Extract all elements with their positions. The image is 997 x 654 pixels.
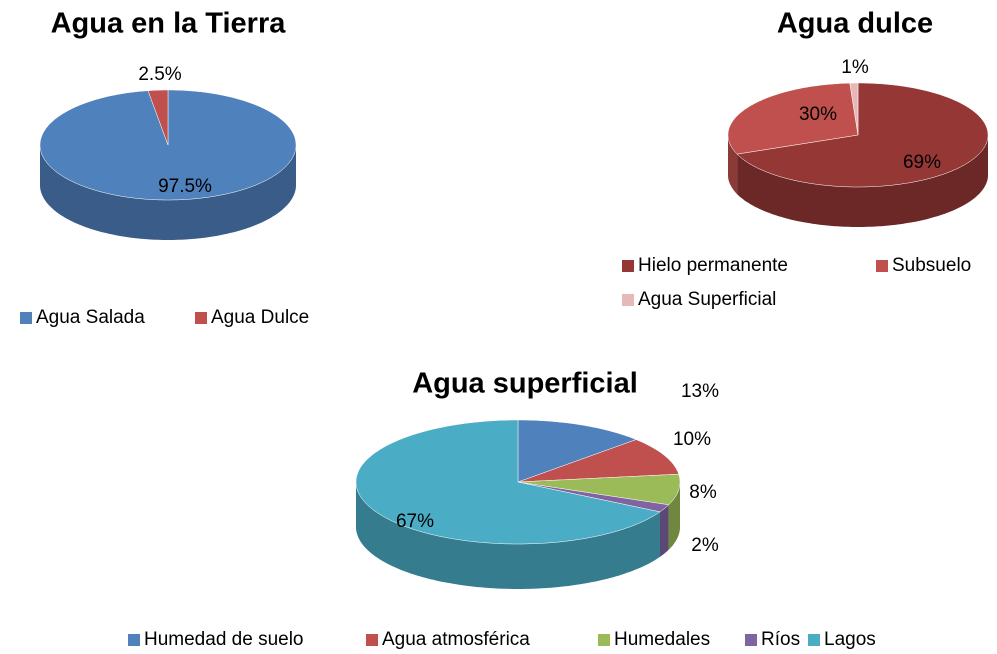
slice [517,481,670,513]
data-label: 30% [799,104,837,125]
legend-swatch [195,312,207,324]
legend-swatch [876,260,888,272]
data-label: 97.5% [158,176,212,197]
slice [147,89,169,146]
legend-swatch [622,294,634,306]
data-label: 2% [691,535,719,556]
slice [727,82,859,155]
chart-title: Agua en la Tierra [51,8,287,40]
slice-side [40,145,296,240]
legend-swatch [20,312,32,324]
slice-side [356,482,660,589]
legend-label: Humedales [614,629,710,650]
legend-swatch [622,260,634,272]
data-label: 13% [681,381,719,402]
legend-swatch [808,634,820,646]
legend-label: Subsuelo [892,255,971,276]
slice-side [660,504,669,557]
legend-label: Agua Dulce [211,307,309,328]
legend-label: Agua Salada [36,307,145,328]
slice [517,419,637,483]
legend-swatch [366,634,378,646]
slice-side [737,135,988,227]
legend-label: Agua atmosférica [382,629,530,650]
legend-label: Lagos [824,629,876,650]
slice-side [728,135,738,195]
slice [517,473,681,506]
legend-swatch [745,634,757,646]
slice [517,439,680,483]
legend-swatch [128,634,140,646]
data-label: 2.5% [138,64,181,85]
data-label: 8% [689,482,717,503]
legend-swatch [598,634,610,646]
data-label: 1% [841,57,869,78]
data-label: 69% [903,152,941,173]
legend-label: Hielo permanente [638,255,788,276]
slice [736,82,989,188]
slice [849,82,859,136]
data-label: 67% [396,511,434,532]
data-label: 10% [673,429,711,450]
legend-label: Agua Superficial [638,289,776,310]
slice [355,419,661,545]
legend-label: Ríos [761,629,800,650]
chart-title: Agua superficial [412,368,638,400]
slice-side [668,482,680,550]
chart-title: Agua dulce [777,8,933,40]
legend-label: Humedad de suelo [144,629,304,650]
